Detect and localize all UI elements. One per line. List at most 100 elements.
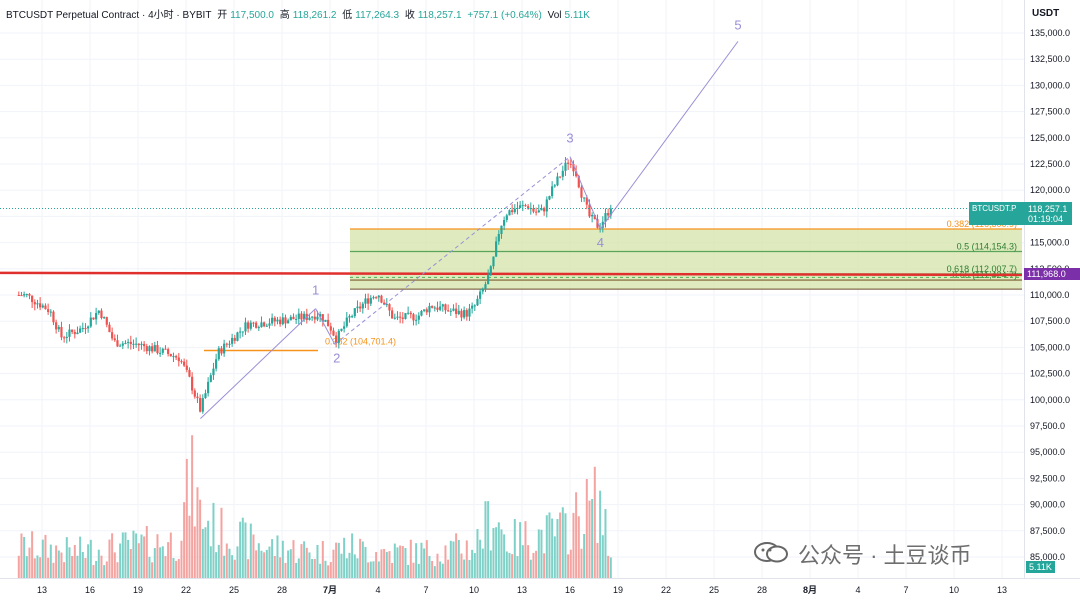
candle-body (609, 208, 612, 216)
volume-bar (356, 558, 359, 578)
candle-body (396, 316, 399, 318)
candle-body (503, 219, 506, 226)
candle-body (583, 197, 586, 199)
volume-bar (433, 566, 436, 578)
volume-bar (479, 539, 482, 578)
wechat-icon (754, 542, 788, 563)
wave-segment (200, 308, 316, 420)
time-tick-label: 7月 (323, 585, 337, 595)
volume-bar (524, 521, 527, 578)
price-tick-label: 120,000.0 (1030, 185, 1070, 195)
candle-body (252, 322, 255, 324)
candle-body (348, 316, 351, 318)
candle-body (393, 317, 396, 319)
volume-bar (71, 555, 74, 578)
candle-body (260, 322, 263, 328)
candle-body (164, 348, 167, 350)
candle-body (353, 308, 356, 317)
volume-bar (463, 559, 466, 578)
candle-body (137, 343, 140, 346)
volume-bar (209, 546, 212, 578)
current-price-value: 118,257.1 (1028, 204, 1068, 214)
time-axis-ticks: 13 16 19 22 25 28 7月 4 7 10 13 16 19 22 25 28 8月 4 7 10 13 (37, 585, 1007, 595)
volume-bar (492, 527, 495, 578)
candle-body (47, 309, 50, 312)
volume-bar (308, 552, 311, 578)
candle-body (535, 211, 538, 213)
candle-body (113, 338, 116, 341)
volume-bar (484, 501, 487, 578)
candle-body (20, 295, 23, 297)
elliott-wave-drawing[interactable]: 1 2 3 4 5 (200, 17, 742, 420)
volume-bar (292, 540, 295, 578)
volume-bar (548, 512, 551, 578)
candle-body (228, 343, 231, 345)
candle-body (172, 356, 175, 358)
candle-body (505, 215, 508, 220)
price-chart[interactable]: 0.382 (116,300.9)0.5 (114,154.3)0.618 (1… (0, 0, 1024, 578)
wave-segment (315, 308, 336, 345)
volume-bar (47, 557, 50, 578)
volume-bar (108, 539, 111, 578)
candle-body (79, 328, 82, 333)
candle-body (484, 284, 487, 290)
volume-bar (551, 518, 554, 578)
fib-zone (350, 228, 1022, 290)
volume-bar (337, 542, 340, 578)
volume-bar (303, 541, 306, 578)
volume-bar (124, 532, 127, 578)
time-tick-label: 7 (423, 585, 428, 595)
candle-body (545, 199, 548, 212)
volume-bar (249, 523, 252, 578)
high-label: 高 (279, 10, 290, 21)
volume-bar (49, 544, 52, 578)
price-axis-ticks: 135,000.0 132,500.0 130,000.0 127,500.0 125,… (1030, 28, 1070, 562)
candle-body (311, 316, 314, 318)
price-axis[interactable]: 135,000.0 132,500.0 130,000.0 127,500.0 125,… (1024, 0, 1080, 578)
symbol-title[interactable]: BTCUSDT Perpetual Contract · 4小时 · BYBIT (6, 10, 212, 21)
time-tick-label: 25 (229, 585, 239, 595)
candle-body (316, 316, 319, 320)
volume-bar (25, 556, 28, 578)
candle-body (239, 331, 242, 333)
fib-retracement[interactable]: 0.382 (116,300.9)0.5 (114,154.3)0.618 (1… (204, 219, 1022, 352)
candle-body (284, 317, 287, 324)
volume-bar (321, 540, 324, 578)
time-tick-label: 22 (181, 585, 191, 595)
candle-body (417, 315, 420, 320)
candle-body (23, 294, 26, 296)
candle-body (159, 352, 162, 354)
candle-body (492, 256, 495, 267)
candle-body (551, 186, 554, 197)
volume-bar (377, 561, 380, 578)
candle-body (521, 205, 524, 207)
candle-body (548, 196, 551, 200)
volume-bar (65, 537, 68, 578)
chart-area[interactable]: 0.382 (116,300.9)0.5 (114,154.3)0.618 (1… (0, 0, 1024, 578)
candle-body (567, 162, 570, 164)
candle-body (140, 343, 143, 346)
time-axis[interactable]: 13 16 19 22 25 28 7月 4 7 10 13 16 19 22 25 28 8月 4 7 10 13 (0, 578, 1080, 601)
candle-body (151, 346, 154, 352)
price-tick-label: 85,000.0 (1030, 552, 1065, 562)
volume-bar (577, 516, 580, 578)
volume-bar (380, 549, 383, 578)
volume-bar (604, 509, 607, 578)
volume-bar (588, 500, 591, 578)
candle-body (529, 208, 532, 210)
volume-bar (137, 543, 140, 578)
horizontal-level[interactable] (0, 271, 1023, 278)
candle-body (543, 208, 546, 212)
candle-body (68, 329, 71, 337)
candle-body (383, 302, 386, 305)
candle-body (244, 322, 247, 332)
volume-bar (375, 552, 378, 578)
candle-body (71, 329, 74, 332)
volume-bar (223, 555, 226, 578)
volume-bar (260, 550, 263, 578)
candle-body (447, 310, 450, 312)
volume-bar (428, 556, 431, 578)
volume-bar (353, 554, 356, 578)
fib-level-label-lower: 0.382 (104,701.4) (325, 337, 396, 347)
wave-label: 3 (566, 131, 573, 146)
